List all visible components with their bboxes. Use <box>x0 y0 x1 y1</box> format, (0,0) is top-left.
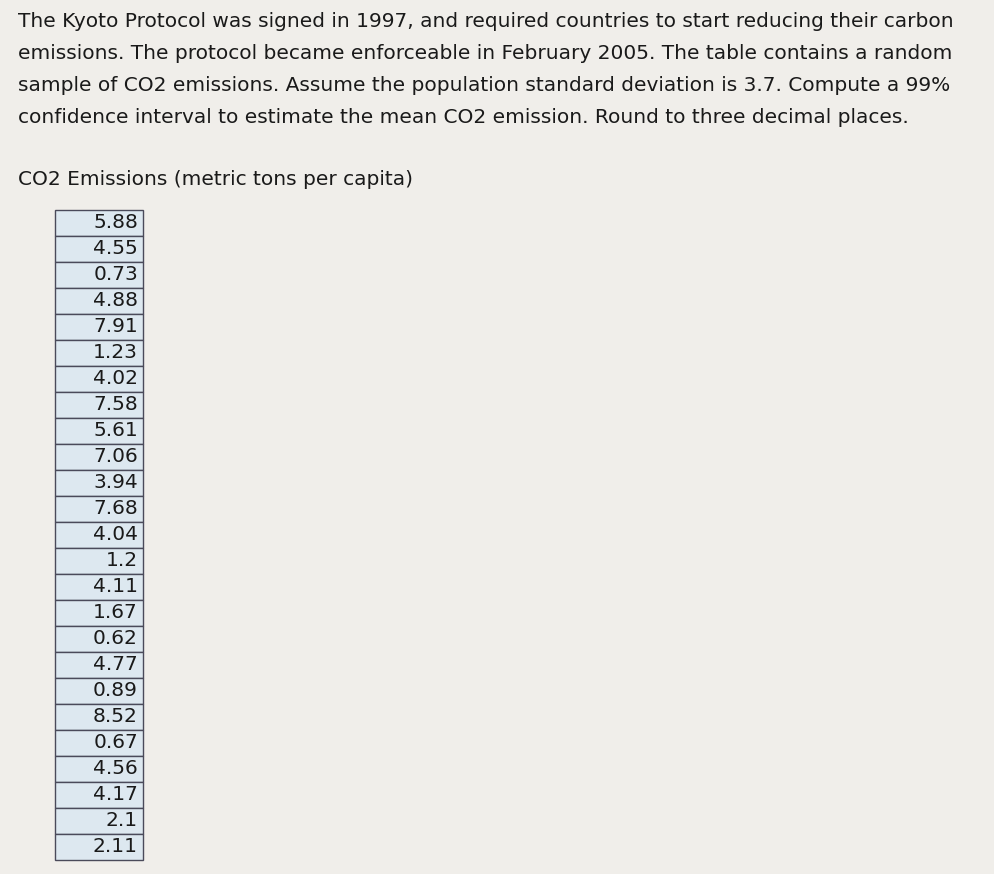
Bar <box>55 522 143 548</box>
Text: 7.91: 7.91 <box>93 317 138 336</box>
Bar <box>55 236 143 262</box>
Bar <box>55 496 143 522</box>
Text: sample of CO2 emissions. Assume the population standard deviation is 3.7. Comput: sample of CO2 emissions. Assume the popu… <box>18 76 950 95</box>
Bar <box>55 704 143 730</box>
Bar <box>55 730 143 756</box>
Text: CO2 Emissions (metric tons per capita): CO2 Emissions (metric tons per capita) <box>18 170 413 189</box>
Text: confidence interval to estimate the mean CO2 emission. Round to three decimal pl: confidence interval to estimate the mean… <box>18 108 909 127</box>
Text: 0.89: 0.89 <box>93 682 138 700</box>
Bar <box>55 418 143 444</box>
Bar <box>55 262 143 288</box>
Bar <box>55 288 143 314</box>
Text: 4.02: 4.02 <box>93 370 138 389</box>
Text: 5.88: 5.88 <box>93 213 138 232</box>
Bar <box>55 340 143 366</box>
Bar <box>55 756 143 782</box>
Text: The Kyoto Protocol was signed in 1997, and required countries to start reducing : The Kyoto Protocol was signed in 1997, a… <box>18 12 953 31</box>
Text: 2.1: 2.1 <box>106 811 138 830</box>
Bar <box>55 626 143 652</box>
Bar <box>55 210 143 236</box>
Text: 4.77: 4.77 <box>93 656 138 675</box>
Bar <box>55 314 143 340</box>
Text: 7.58: 7.58 <box>93 396 138 414</box>
Text: 7.06: 7.06 <box>93 447 138 467</box>
Text: 2.11: 2.11 <box>93 837 138 857</box>
Text: 1.67: 1.67 <box>93 604 138 622</box>
Text: emissions. The protocol became enforceable in February 2005. The table contains : emissions. The protocol became enforceab… <box>18 44 952 63</box>
Text: 0.62: 0.62 <box>93 629 138 649</box>
Text: 4.04: 4.04 <box>93 525 138 545</box>
Text: 1.2: 1.2 <box>106 551 138 571</box>
Text: 0.67: 0.67 <box>93 733 138 753</box>
Bar <box>55 782 143 808</box>
Bar <box>55 548 143 574</box>
Text: 5.61: 5.61 <box>93 421 138 440</box>
Bar <box>55 678 143 704</box>
Bar <box>55 808 143 834</box>
Text: 4.11: 4.11 <box>93 578 138 596</box>
Text: 4.88: 4.88 <box>93 292 138 310</box>
Bar <box>55 600 143 626</box>
Bar <box>55 834 143 860</box>
Text: 8.52: 8.52 <box>93 707 138 726</box>
Bar <box>55 470 143 496</box>
Text: 4.55: 4.55 <box>93 239 138 259</box>
Text: 7.68: 7.68 <box>93 500 138 518</box>
Text: 3.94: 3.94 <box>93 474 138 493</box>
Bar <box>55 574 143 600</box>
Bar <box>55 444 143 470</box>
Text: 4.56: 4.56 <box>93 760 138 779</box>
Text: 4.17: 4.17 <box>93 786 138 804</box>
Text: 0.73: 0.73 <box>93 266 138 285</box>
Bar <box>55 392 143 418</box>
Bar <box>55 652 143 678</box>
Text: 1.23: 1.23 <box>93 343 138 363</box>
Bar <box>55 366 143 392</box>
